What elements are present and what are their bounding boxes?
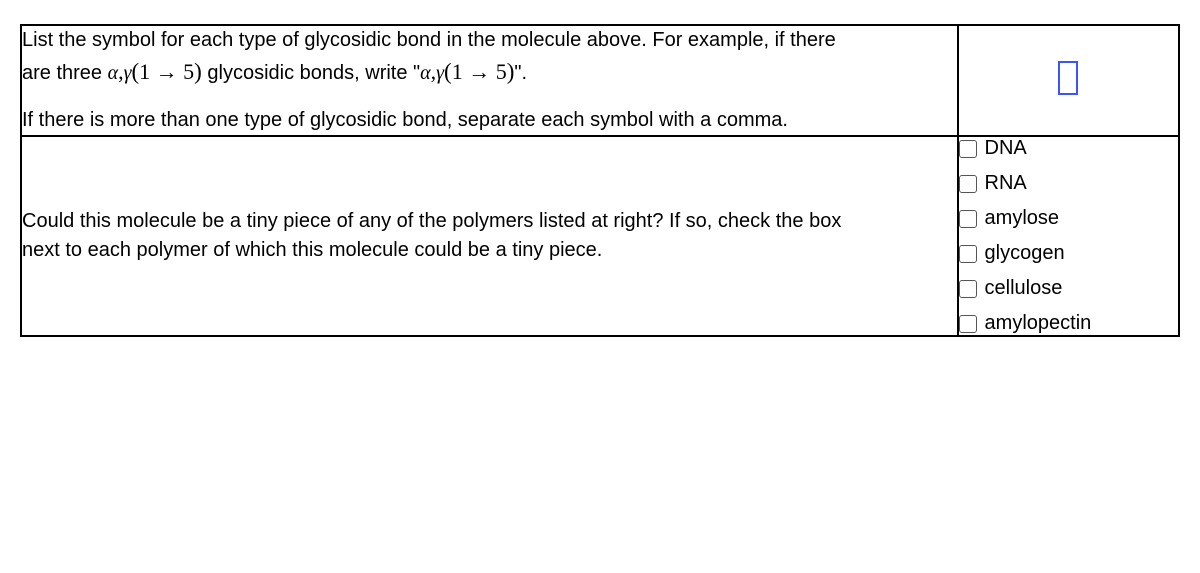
checkbox-amylose[interactable] [959, 210, 977, 228]
q1-paragraph-2: If there is more than one type of glycos… [22, 106, 957, 135]
gamma-2: γ [436, 62, 444, 84]
label-dna: DNA [985, 137, 1027, 160]
q2-line2: next to each polymer of which this molec… [22, 239, 602, 261]
q1-text-c: glycosidic bonds, write " [202, 62, 420, 84]
option-glycogen[interactable]: glycogen [959, 242, 1178, 265]
option-amylopectin[interactable]: amylopectin [959, 312, 1178, 335]
one-1: 1 [139, 59, 150, 84]
checkbox-rna[interactable] [959, 175, 977, 193]
q1-text-b: are three [22, 62, 108, 84]
checkbox-cellulose[interactable] [959, 280, 977, 298]
label-glycogen: glycogen [985, 242, 1065, 265]
question-table: List the symbol for each type of glycosi… [20, 24, 1180, 337]
q1-text-d: ". [514, 62, 527, 84]
lpar-2: ( [444, 59, 452, 84]
q2-options-cell: DNA RNA amylose glycogen cellulose amylo… [958, 136, 1179, 336]
q2-prompt-cell: Could this molecule be a tiny piece of a… [21, 136, 958, 336]
rpar-1: ) [194, 59, 202, 84]
q1-text-a: List the symbol for each type of glycosi… [22, 29, 836, 51]
q1-prompt-cell: List the symbol for each type of glycosi… [21, 25, 958, 136]
checkbox-amylopectin[interactable] [959, 315, 977, 333]
label-rna: RNA [985, 172, 1027, 195]
one-2: 1 [452, 59, 463, 84]
alpha-2: α [420, 62, 431, 84]
q2-paragraph: Could this molecule be a tiny piece of a… [22, 207, 957, 265]
text-answer-input[interactable] [1058, 61, 1078, 95]
option-cellulose[interactable]: cellulose [959, 277, 1178, 300]
q1-answer-cell [958, 25, 1179, 136]
label-cellulose: cellulose [985, 277, 1063, 300]
five-2: 5 [496, 59, 507, 84]
checkbox-glycogen[interactable] [959, 245, 977, 263]
arrow-1: → [150, 59, 183, 84]
q1-paragraph-1: List the symbol for each type of glycosi… [22, 26, 957, 88]
option-amylose[interactable]: amylose [959, 207, 1178, 230]
alpha-1: α [108, 62, 119, 84]
option-dna[interactable]: DNA [959, 137, 1178, 160]
five-1: 5 [183, 59, 194, 84]
q2-line1: Could this molecule be a tiny piece of a… [22, 210, 841, 232]
label-amylose: amylose [985, 207, 1059, 230]
label-amylopectin: amylopectin [985, 312, 1092, 335]
arrow-2: → [463, 59, 496, 84]
checkbox-dna[interactable] [959, 140, 977, 158]
options-list: DNA RNA amylose glycogen cellulose amylo… [959, 137, 1178, 335]
option-rna[interactable]: RNA [959, 172, 1178, 195]
gamma-1: γ [124, 62, 132, 84]
